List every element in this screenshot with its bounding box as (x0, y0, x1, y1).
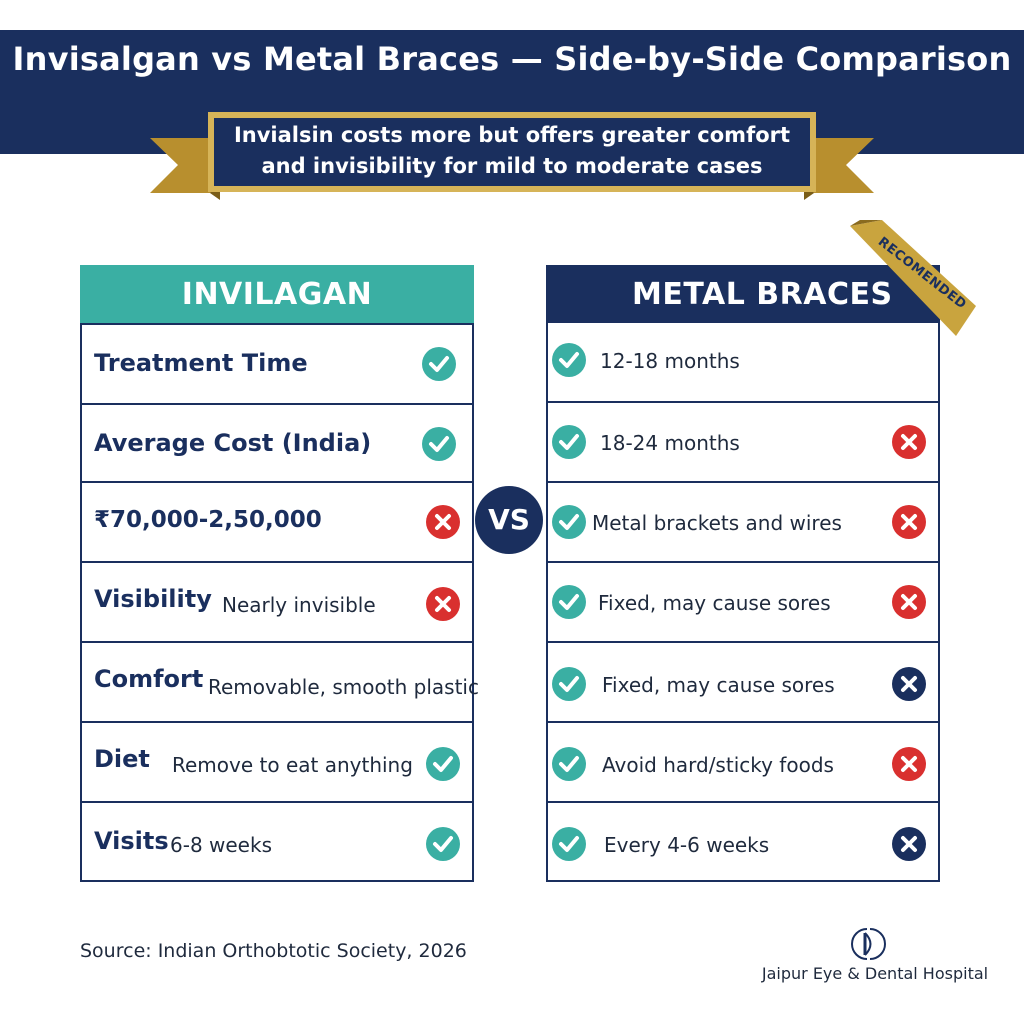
row-label: Average Cost (India) (94, 429, 372, 457)
check-icon (552, 667, 586, 701)
summary-ribbon: Invialsin costs more but offers greater … (150, 108, 874, 208)
cross-navy-icon (892, 827, 926, 861)
recommended-badge: RECOMENDED (830, 218, 980, 338)
cross-icon (426, 587, 460, 621)
table-row: Avoid hard/sticky foods (548, 721, 938, 801)
table-row: Comfort Removable, smooth plastic (82, 641, 479, 721)
row-label: Comfort (94, 665, 204, 693)
table-row: Average Cost (India) (82, 403, 472, 483)
check-icon (426, 827, 460, 861)
table-row: Diet Remove to eat anything (82, 721, 472, 801)
table-row: Every 4-6 weeks (548, 801, 938, 881)
table-row: Visits 6-8 weeks (82, 801, 472, 881)
row-value: Fixed, may cause sores (602, 673, 835, 697)
row-value: Avoid hard/sticky foods (602, 753, 834, 777)
table-row: ₹70,000-2,50,000 (82, 481, 472, 561)
check-icon (426, 747, 460, 781)
row-value: Remove to eat anything (172, 753, 413, 777)
table-row: 18-24 months (548, 401, 938, 481)
check-icon (552, 585, 586, 619)
row-value: 18-24 months (600, 431, 740, 455)
row-value: Metal brackets and wires (592, 511, 842, 535)
hospital-logo-icon (848, 925, 886, 965)
row-label: Treatment Time (94, 349, 308, 377)
check-icon (552, 505, 586, 539)
metal-braces-table: METAL BRACES 12-18 months 18-24 months M… (546, 265, 940, 882)
source-note: Source: Indian Orthobtotic Society, 2026 (80, 940, 467, 962)
table-row: Metal brackets and wires (548, 481, 938, 561)
cross-navy-icon (892, 667, 926, 701)
ribbon-line-1: Invialsin costs more but offers greater … (233, 123, 791, 147)
check-icon (552, 425, 586, 459)
table-row: Fixed, may cause sores (548, 561, 938, 641)
row-value: Nearly invisible (222, 593, 376, 617)
row-value: 6-8 weeks (170, 833, 272, 857)
ribbon-line-2: and invisibility for mild to moderate ca… (261, 154, 763, 178)
row-label: Diet (94, 745, 150, 773)
check-icon (552, 747, 586, 781)
metal-braces-header: METAL BRACES (546, 265, 940, 323)
table-row: Treatment Time (82, 323, 472, 403)
check-icon (552, 343, 586, 377)
row-value: Removable, smooth plastic (208, 675, 479, 699)
hospital-name: Jaipur Eye & Dental Hospital (761, 964, 989, 983)
invisalign-table: INVILAGAN Treatment Time Average Cost (I… (80, 265, 479, 882)
cross-icon (426, 505, 460, 539)
row-label: ₹70,000-2,50,000 (94, 507, 322, 533)
cross-icon (892, 425, 926, 459)
invisalign-header: INVILAGAN (80, 265, 474, 323)
cross-icon (892, 505, 926, 539)
page-title: Invisalgan vs Metal Braces — Side-by-Sid… (12, 40, 1012, 78)
table-row: Fixed, may cause sores (548, 641, 938, 721)
cross-icon (892, 585, 926, 619)
row-value: 12-18 months (600, 349, 740, 373)
check-icon (552, 827, 586, 861)
row-value: Every 4-6 weeks (604, 833, 770, 857)
check-icon (422, 427, 456, 461)
row-label: Visits (94, 827, 169, 855)
cross-icon (892, 747, 926, 781)
row-label: Visibility (94, 585, 212, 613)
table-row: 12-18 months (548, 323, 938, 403)
table-row: Visibility Nearly invisible (82, 561, 472, 641)
row-value: Fixed, may cause sores (598, 591, 831, 615)
vs-badge: VS (475, 486, 543, 554)
check-icon (422, 347, 456, 381)
